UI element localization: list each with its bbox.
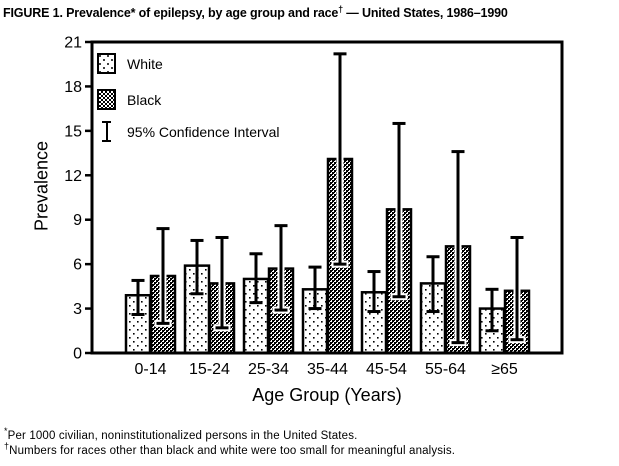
error-bar-cap-bottom bbox=[308, 307, 322, 311]
error-bar-line bbox=[338, 53, 342, 265]
legend-item-white: White bbox=[97, 53, 163, 74]
error-bar-cap-bottom bbox=[333, 262, 347, 266]
error-bar-cap-bottom bbox=[510, 338, 524, 342]
error-bar-line bbox=[195, 240, 199, 294]
x-tick-label: 0-14 bbox=[134, 361, 166, 378]
y-tick-mark bbox=[85, 307, 92, 310]
error-bar-cap-bottom bbox=[131, 312, 145, 316]
figure-title-tail: — United States, 1986–1990 bbox=[342, 6, 508, 21]
error-bar-cap-top bbox=[451, 150, 465, 154]
error-bar-cap-top bbox=[426, 255, 440, 259]
error-bar-cap-top bbox=[367, 270, 381, 274]
y-tick-mark bbox=[85, 351, 92, 355]
error-bar-cap-top bbox=[392, 121, 406, 125]
error-bar-cap-top bbox=[510, 235, 524, 239]
error-bar-line bbox=[136, 280, 140, 315]
y-tick-label: 6 bbox=[73, 257, 82, 274]
error-bar-cap-top bbox=[249, 252, 263, 256]
error-bar-cap-top bbox=[190, 238, 204, 242]
error-bar-line bbox=[456, 151, 460, 343]
footnote-2-text: Numbers for races other than black and w… bbox=[9, 444, 456, 457]
error-bar-cap-bottom bbox=[367, 310, 381, 314]
x-axis-title: Age Group (Years) bbox=[252, 385, 402, 405]
y-tick-label: 9 bbox=[73, 212, 82, 229]
error-bar-cap-bottom bbox=[215, 326, 229, 330]
y-tick-label: 21 bbox=[64, 35, 82, 52]
footnote-2-marker: † bbox=[4, 441, 10, 451]
error-bar-cap-bottom bbox=[190, 292, 204, 296]
error-bar-line bbox=[431, 256, 435, 312]
figure-title-dagger: † bbox=[338, 4, 343, 14]
footnote-races: †Numbers for races other than black and … bbox=[4, 442, 455, 457]
error-bar-cap-top bbox=[274, 224, 288, 228]
error-bar-cap-bottom bbox=[485, 329, 499, 333]
error-bar-cap-top bbox=[333, 52, 347, 56]
figure-title: FIGURE 1. Prevalence* of epilepsy, by ag… bbox=[3, 4, 617, 21]
error-bar-cap-bottom bbox=[274, 308, 288, 312]
x-tick-label: 15-24 bbox=[189, 361, 230, 378]
black-series-swatch bbox=[97, 89, 116, 110]
error-bar-line bbox=[254, 253, 258, 303]
x-tick-label: 25-34 bbox=[248, 361, 289, 378]
error-bar-line bbox=[313, 267, 317, 309]
error-bar-line bbox=[515, 237, 519, 340]
error-bar-cap-top bbox=[131, 278, 145, 282]
y-tick-mark bbox=[85, 262, 92, 266]
figure-title-main: FIGURE 1. Prevalence* of epilepsy, by ag… bbox=[3, 6, 339, 21]
error-bar-cap-top bbox=[156, 227, 170, 231]
white-series-swatch bbox=[97, 53, 116, 74]
error-bar-line bbox=[220, 237, 224, 328]
y-tick-mark bbox=[85, 85, 92, 88]
error-bar-line bbox=[397, 123, 401, 297]
y-tick-label: 3 bbox=[73, 301, 82, 318]
error-bar-icon bbox=[97, 121, 116, 142]
error-bar-cap-top bbox=[485, 287, 499, 291]
legend-label-confidence-interval: 95% Confidence Interval bbox=[127, 123, 280, 140]
error-bar-cap-bottom bbox=[451, 341, 465, 345]
footnote-per-1000: *Per 1000 civilian, noninstitutionalized… bbox=[4, 427, 357, 442]
error-bar-line bbox=[372, 271, 376, 312]
error-bar-line bbox=[490, 289, 494, 331]
error-bar-line bbox=[161, 228, 165, 324]
y-tick-label: 12 bbox=[64, 168, 82, 185]
y-tick-mark bbox=[85, 174, 92, 177]
y-tick-mark bbox=[85, 40, 92, 44]
error-bar-line bbox=[279, 225, 283, 311]
y-tick-mark bbox=[85, 129, 92, 133]
y-tick-label: 15 bbox=[64, 123, 82, 140]
legend-item-black: Black bbox=[97, 89, 161, 110]
error-bar-cap-bottom bbox=[249, 301, 263, 305]
error-bar-cap-top bbox=[215, 235, 229, 239]
legend-label-black: Black bbox=[127, 91, 162, 108]
footnote-1-text: Per 1000 civilian, noninstitutionalized … bbox=[7, 429, 358, 442]
x-tick-label: ≥65 bbox=[491, 361, 518, 378]
error-bar-cap-top bbox=[308, 265, 322, 269]
legend-label-white: White bbox=[127, 55, 163, 72]
x-tick-label: 45-54 bbox=[366, 361, 407, 378]
error-bar-cap-bottom bbox=[392, 295, 406, 299]
y-tick-label: 0 bbox=[73, 346, 82, 363]
x-tick-label: 55-64 bbox=[425, 361, 466, 378]
error-bar-cap-bottom bbox=[156, 321, 170, 325]
legend-item-confidence-interval: 95% Confidence Interval bbox=[97, 121, 280, 142]
error-bar-cap-bottom bbox=[426, 310, 440, 314]
y-tick-label: 18 bbox=[64, 79, 82, 96]
footnote-1-marker: * bbox=[4, 426, 8, 436]
y-axis-title: Prevalence bbox=[31, 140, 52, 232]
plot-frame bbox=[90, 40, 564, 355]
x-tick-label: 35-44 bbox=[307, 361, 348, 378]
y-tick-mark bbox=[85, 218, 92, 221]
